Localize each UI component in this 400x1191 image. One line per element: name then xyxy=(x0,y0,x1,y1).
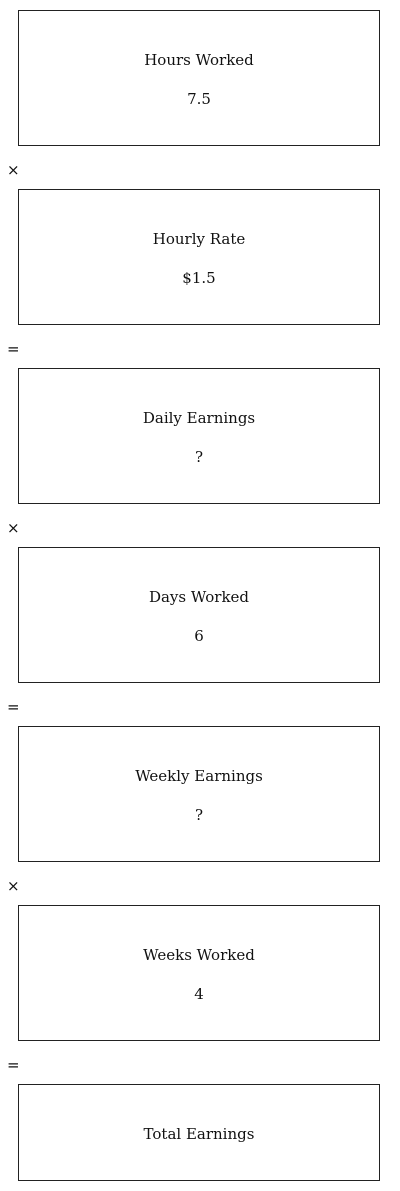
step-box-hourly-rate: Hourly Rate $1.5 xyxy=(18,189,380,325)
step-box-days-worked: Days Worked 6 xyxy=(18,547,380,683)
step-label: Daily Earnings xyxy=(142,409,256,427)
step-box-weeks-worked: Weeks Worked 4 xyxy=(18,905,380,1041)
step-value: 4 xyxy=(194,985,204,1003)
step-box-weekly-earnings: Weekly Earnings ? xyxy=(18,726,380,862)
multiply-operator: × xyxy=(7,161,20,179)
equals-operator: = xyxy=(7,698,20,716)
multiply-operator: × xyxy=(7,519,20,537)
step-label: Total Earnings xyxy=(143,1125,255,1143)
step-value: ? xyxy=(194,806,204,824)
step-label: Weeks Worked xyxy=(143,946,255,964)
equals-operator: = xyxy=(7,1056,20,1074)
equals-operator: = xyxy=(7,340,20,358)
step-value: ? xyxy=(194,448,204,466)
step-box-total-earnings: Total Earnings xyxy=(18,1084,380,1181)
step-value: $1.5 xyxy=(182,269,216,287)
multiply-operator: × xyxy=(7,877,20,895)
step-box-hours-worked: Hours Worked 7.5 xyxy=(18,10,380,146)
step-value: 7.5 xyxy=(187,90,211,108)
step-box-daily-earnings: Daily Earnings ? xyxy=(18,368,380,504)
step-label: Hourly Rate xyxy=(152,230,246,248)
step-label: Hours Worked xyxy=(144,51,254,69)
step-label: Days Worked xyxy=(148,588,250,606)
step-value: 6 xyxy=(194,627,204,645)
step-label: Weekly Earnings xyxy=(135,767,263,785)
